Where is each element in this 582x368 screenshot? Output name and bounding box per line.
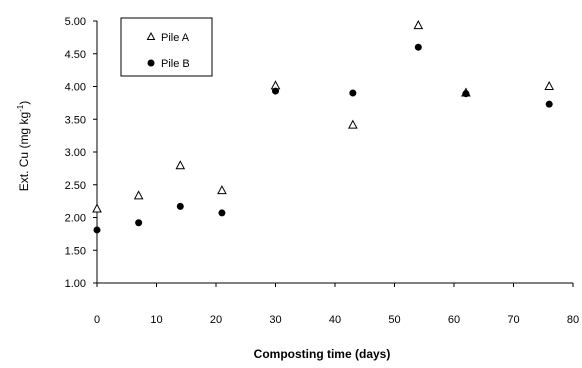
x-tick-label: 60 [448,314,460,326]
x-tick-label: 30 [269,314,281,326]
pile-a-point [92,203,102,213]
pile-b-point [176,202,184,210]
legend-marker-pile-b [147,59,155,67]
y-tick-label: 1.50 [65,245,86,257]
x-tick-labels: 0 10 20 30 40 50 60 70 80 [94,314,579,326]
y-axis-label: Ext. Cu (mg kg-1) [16,101,31,191]
legend-label-pile-b: Pile B [161,58,190,70]
legend-label-pile-a: Pile A [161,32,190,44]
y-tick-label: 2.00 [65,213,86,225]
pile-b-point [462,90,470,98]
y-tick-label: 5.00 [65,16,86,28]
legend-marker-pile-a [146,31,156,40]
pile-a-point [133,190,144,200]
y-tick-label: 3.50 [65,114,86,126]
pile-b-point [218,209,226,217]
y-tick-label: 4.50 [65,49,86,61]
x-tick-label: 70 [507,314,519,326]
x-tick-label: 50 [388,314,400,326]
pile-a-point [217,185,227,195]
x-tick-label: 20 [210,314,222,326]
pile-a-point [413,20,424,30]
y-tick-label: 1.00 [65,278,86,290]
pile-b-point [272,87,279,95]
y-tick-label: 4.00 [65,82,86,94]
x-axis-label: Composting time (days) [254,347,391,361]
pile-a-point [348,119,358,129]
y-axis-label-main: Ext. Cu (mg kg [17,112,31,191]
y-axis-label-close: ) [17,101,31,105]
x-tick-label: 80 [567,314,579,326]
pile-a-point [175,160,186,170]
pile-b-point [349,89,357,97]
pile-b-point [135,219,143,227]
y-tick-label: 2.50 [65,180,86,192]
x-tick-label: 10 [150,314,162,326]
tick-marks [93,20,574,287]
legend: Pile A Pile B [120,17,213,77]
y-axis-label-superscript: -1 [16,104,25,112]
legend-box [120,17,213,77]
x-tick-label: 0 [94,314,100,326]
pile-b-point [414,43,422,51]
pile-b-point [545,100,553,108]
pile-b-point [93,226,101,234]
y-tick-labels: 1.00 1.50 2.00 2.50 3.00 3.50 4.00 4.50 5.00 [65,16,86,290]
x-tick-label: 40 [329,314,341,326]
pile-a-point [544,80,555,90]
y-tick-label: 3.00 [65,147,86,159]
data-points [92,20,555,234]
